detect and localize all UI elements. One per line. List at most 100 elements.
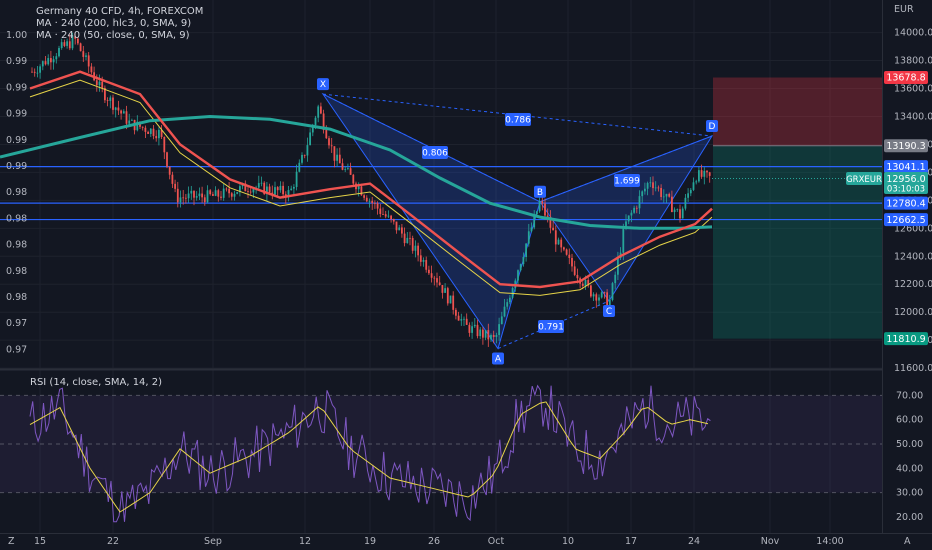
- stop-zone[interactable]: [713, 77, 882, 146]
- candle-body: [390, 215, 392, 220]
- candle-body: [495, 334, 498, 337]
- pattern-point-A[interactable]: [492, 352, 504, 365]
- left-axis-tick: 0.98: [6, 266, 27, 277]
- ratio-label: 0.806: [422, 149, 448, 159]
- corner-right[interactable]: A: [904, 536, 911, 547]
- candle-body: [687, 193, 689, 198]
- pattern-point-C[interactable]: [603, 305, 615, 318]
- time-tick: 10: [562, 536, 574, 547]
- legend-ma200[interactable]: MA · 240 (200, hlc3, 0, SMA, 9): [36, 18, 192, 29]
- price-tick: 12200.0: [894, 279, 932, 290]
- ratio-box: [505, 113, 531, 126]
- candle-body: [112, 97, 114, 110]
- corner-left[interactable]: Z: [8, 536, 15, 547]
- time-tick: 26: [428, 536, 440, 547]
- candle-body: [573, 266, 576, 275]
- candle-body: [482, 329, 484, 338]
- candle-body: [338, 154, 341, 164]
- candle-body: [622, 228, 625, 253]
- candle-body: [568, 254, 571, 258]
- candle-body: [217, 190, 220, 197]
- candle-body: [212, 194, 214, 196]
- price-tick: 13600.0: [894, 84, 932, 95]
- pattern-labels: X A B C D 0.786 0.806 0.791 1.699: [317, 78, 718, 365]
- legend-rsi[interactable]: RSI (14, close, SMA, 14, 2): [30, 377, 163, 388]
- candle-body: [125, 111, 128, 124]
- candle-body: [336, 154, 338, 161]
- candle-body: [695, 181, 698, 183]
- price-tick: 14000.0: [894, 28, 932, 39]
- time-tick: 12: [299, 536, 311, 547]
- candle-body: [649, 182, 652, 184]
- candle-body: [168, 166, 171, 175]
- price-tag-bg: [884, 160, 928, 174]
- candle-body: [185, 197, 187, 199]
- price-tag: 12780.4: [886, 198, 925, 209]
- horizontal-levels[interactable]: [0, 166, 882, 221]
- candle-body: [436, 278, 438, 283]
- pattern-point-D[interactable]: [706, 120, 718, 133]
- candle-body: [487, 330, 490, 340]
- candle-body: [425, 260, 428, 270]
- candle-body: [266, 186, 268, 195]
- candle-body: [55, 56, 58, 60]
- time-tick: Oct: [488, 536, 505, 547]
- candle-body: [471, 326, 473, 333]
- candle-body: [422, 260, 425, 262]
- candle-body: [384, 214, 387, 217]
- candle-body: [77, 38, 79, 44]
- time-tick: Nov: [761, 536, 780, 547]
- price-tag-bg: [884, 332, 928, 346]
- pattern-point-B[interactable]: [534, 185, 546, 198]
- candle-body: [603, 292, 606, 294]
- candle-body: [417, 245, 419, 256]
- candle-body: [598, 297, 600, 301]
- candle-body: [511, 288, 514, 298]
- legend-ma50[interactable]: MA · 240 (50, close, 0, SMA, 9): [36, 30, 190, 41]
- candle-body: [530, 227, 533, 232]
- candle-body: [260, 182, 263, 184]
- candle-body: [509, 297, 511, 303]
- candle-body: [298, 162, 301, 172]
- candle-body: [71, 36, 74, 49]
- candle-body: [225, 188, 228, 190]
- candle-body: [654, 187, 657, 189]
- price-tick: 11600.0: [894, 363, 932, 374]
- pattern-point-X[interactable]: [317, 78, 329, 91]
- candle-body: [309, 132, 311, 146]
- ratio-label: 0.791: [538, 323, 564, 333]
- candle-body: [136, 121, 139, 131]
- candle-body: [222, 188, 225, 198]
- candle-body: [676, 209, 679, 211]
- candle-body: [641, 191, 644, 197]
- ma50-line: [29, 70, 713, 289]
- rsi-ma-line: [29, 401, 709, 513]
- candle-body: [606, 292, 608, 306]
- candle-body: [668, 193, 671, 197]
- candle-body: [228, 188, 230, 194]
- candle-body: [39, 66, 41, 73]
- candle-body: [398, 227, 401, 231]
- candle-body: [341, 163, 344, 170]
- candle-body: [50, 58, 52, 63]
- candle-body: [630, 212, 633, 216]
- position-box[interactable]: [713, 77, 882, 339]
- candle-body: [517, 270, 519, 281]
- left-axis-tick: 0.99: [6, 109, 27, 120]
- candle-body: [187, 193, 190, 199]
- candle-body: [182, 197, 185, 199]
- candle-body: [33, 71, 36, 73]
- time-tick: 15: [34, 536, 46, 547]
- ratio-box: [422, 146, 448, 159]
- candle-body: [457, 315, 460, 321]
- candle-body: [646, 182, 649, 189]
- candle-body: [363, 195, 365, 198]
- candle-body: [576, 274, 579, 279]
- candle-body: [706, 170, 708, 173]
- left-axis-tick: 0.97: [6, 344, 27, 355]
- candle-body: [247, 191, 249, 192]
- left-axis-tick: 0.99: [6, 161, 27, 172]
- candle-body: [74, 36, 77, 39]
- candle-body: [109, 97, 112, 101]
